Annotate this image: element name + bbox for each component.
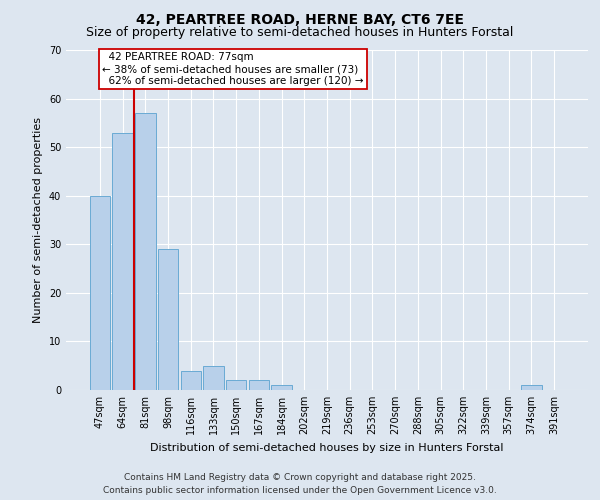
Text: Size of property relative to semi-detached houses in Hunters Forstal: Size of property relative to semi-detach… xyxy=(86,26,514,39)
Bar xyxy=(521,385,542,390)
Bar xyxy=(181,370,201,390)
Bar xyxy=(112,132,133,390)
Bar xyxy=(226,380,247,390)
Text: Contains HM Land Registry data © Crown copyright and database right 2025.
Contai: Contains HM Land Registry data © Crown c… xyxy=(103,474,497,495)
X-axis label: Distribution of semi-detached houses by size in Hunters Forstal: Distribution of semi-detached houses by … xyxy=(150,442,504,452)
Text: 42, PEARTREE ROAD, HERNE BAY, CT6 7EE: 42, PEARTREE ROAD, HERNE BAY, CT6 7EE xyxy=(136,12,464,26)
Bar xyxy=(90,196,110,390)
Bar xyxy=(271,385,292,390)
Bar xyxy=(158,249,178,390)
Y-axis label: Number of semi-detached properties: Number of semi-detached properties xyxy=(33,117,43,323)
Bar xyxy=(248,380,269,390)
Bar xyxy=(135,113,155,390)
Bar xyxy=(203,366,224,390)
Text: 42 PEARTREE ROAD: 77sqm
← 38% of semi-detached houses are smaller (73)
  62% of : 42 PEARTREE ROAD: 77sqm ← 38% of semi-de… xyxy=(102,52,364,86)
